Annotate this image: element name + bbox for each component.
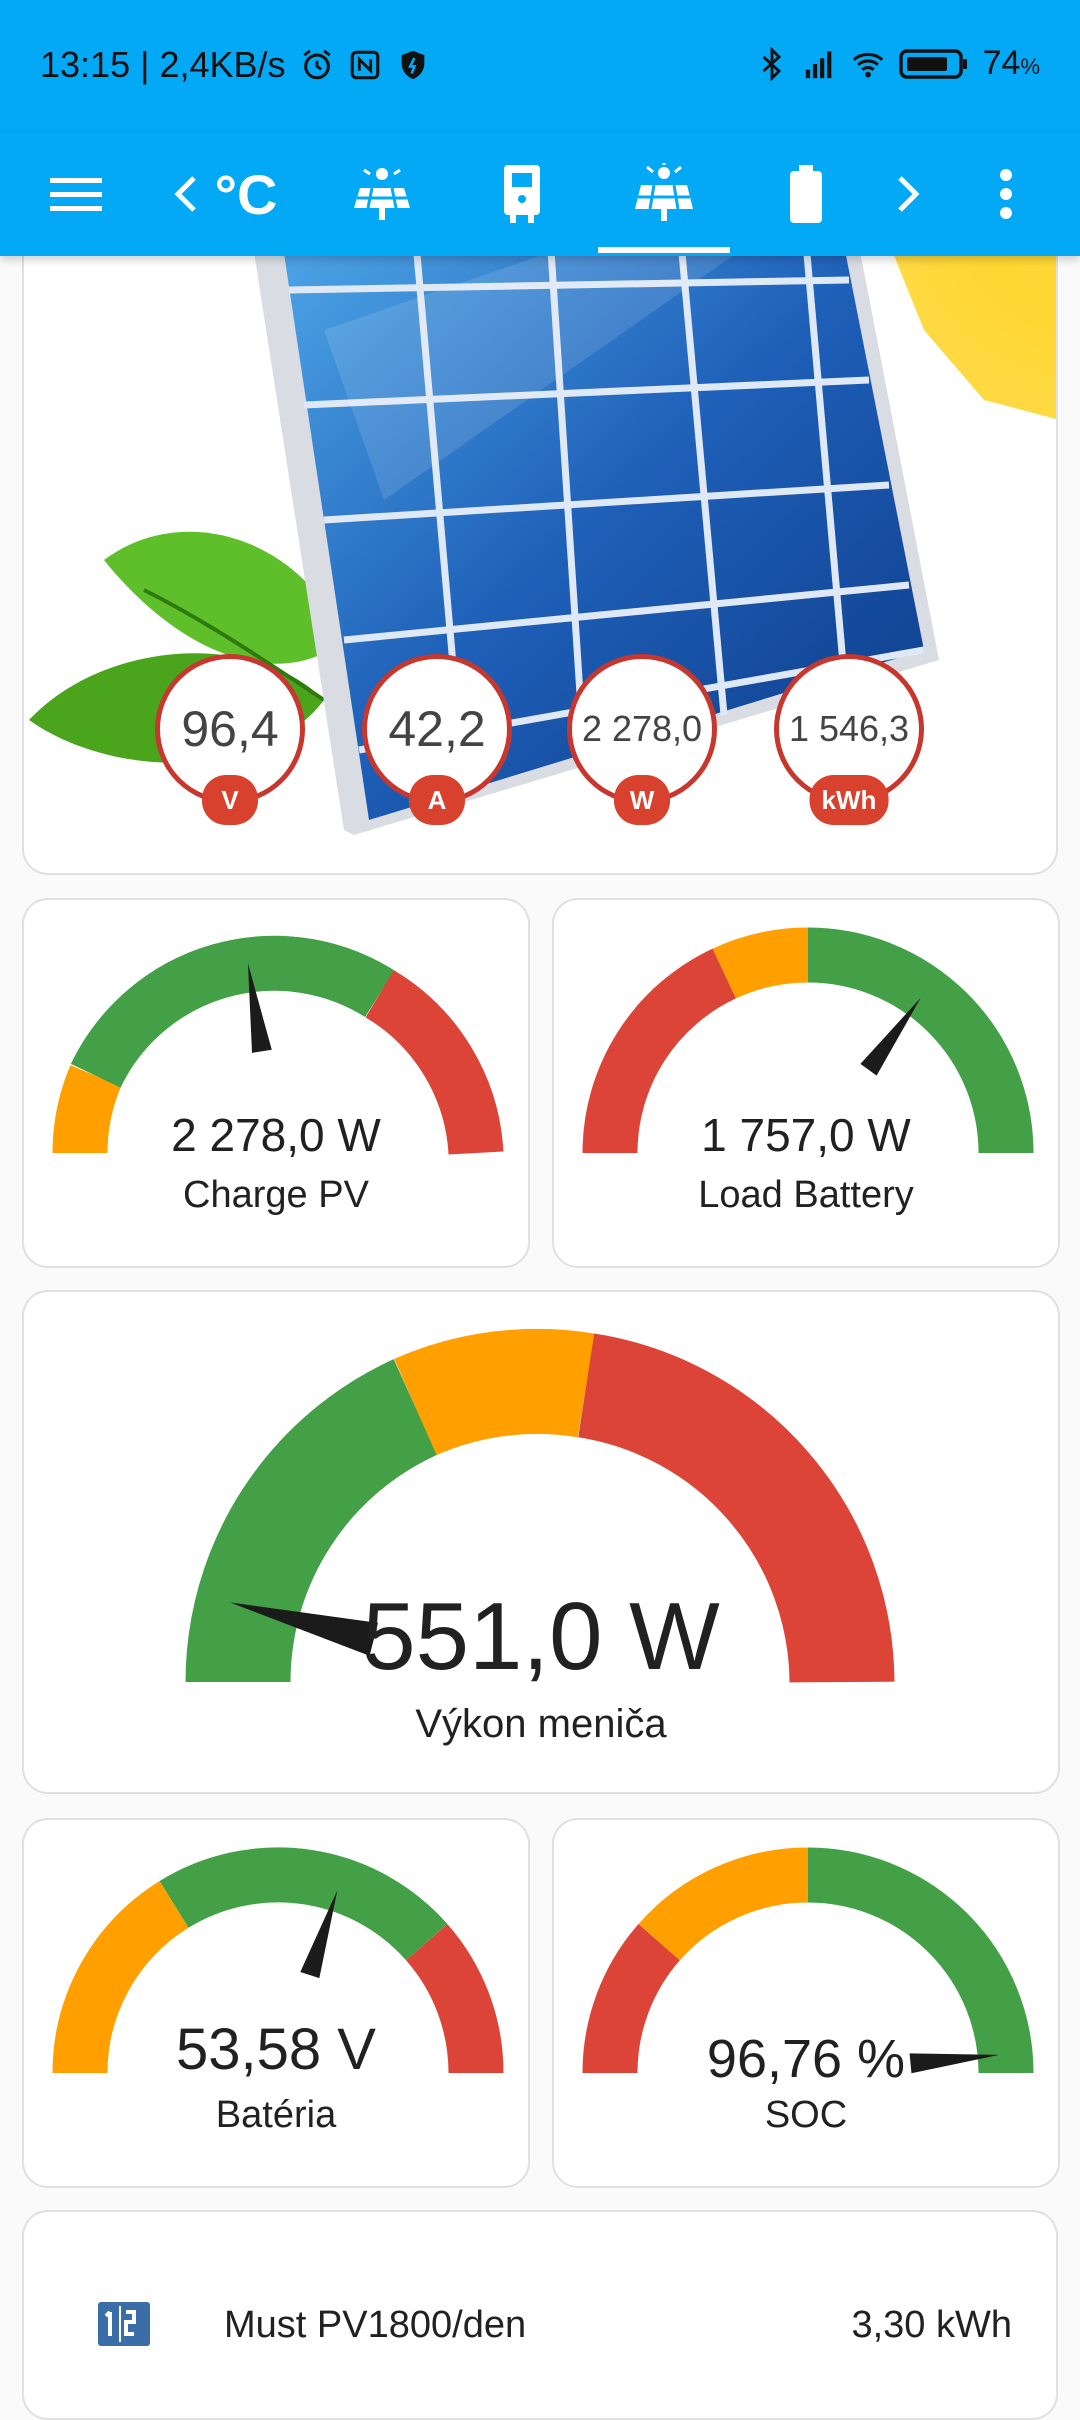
pv-energy-unit: kWh [809,775,889,825]
tab-solar-power[interactable] [632,132,696,256]
menu-icon [50,178,102,211]
signal-icon [805,50,831,78]
pv-banner-card: 96,4 V 42,2 A 2 278,0 W 1 546,3 kWh [22,220,1058,875]
tab-temperature[interactable]: °C [214,132,278,256]
energy-entity-name: Must PV1800/den [224,2304,527,2346]
load-battery-gauge [582,927,1034,1154]
charge-pv-label: Charge PV [183,1174,369,1216]
pv-power-bubble: 2 278,0 W [567,654,717,825]
battery-voltage-value: 53,58 V [176,2017,376,2082]
battery-voltage-needle [300,1890,338,1979]
bluetooth-icon [762,46,781,81]
solar-power-icon [635,163,693,221]
battery-voltage-label: Batéria [215,2094,337,2136]
chevron-left-icon [174,176,196,212]
load-battery-label: Load Battery [698,1174,914,1216]
status-right: 74% [755,44,1040,83]
tab-battery[interactable] [774,132,838,256]
soc-value: 96,76 % [706,2029,906,2089]
energy-entity-value: 3,30 kWh [851,2304,1012,2346]
soc-needle [909,2053,1000,2074]
wifi-icon [852,52,883,77]
inverter-icon [504,165,540,223]
load-battery-gauge-card[interactable]: 1 757,0 W Load Battery [552,898,1060,1268]
charge-pv-needle [247,963,272,1053]
soc-gauge-card[interactable]: 96,76 % SOC [552,1818,1060,2188]
soc-gauge [582,1847,1034,2074]
menu-button[interactable] [40,132,112,256]
more-options-button[interactable] [986,132,1026,256]
energy-entity-card[interactable]: Must PV1800/den 3,30 kWh [22,2210,1058,2420]
pv-current-bubble: 42,2 A [362,654,512,825]
more-vert-icon [1000,169,1012,219]
status-left: 13:15 | 2,4KB/s [40,44,430,86]
inverter-power-label: Výkon meniča [415,1702,667,1746]
inverter-power-gauge-card[interactable]: 551,0 W Výkon meniča [22,1290,1060,1794]
charge-pv-gauge [52,935,504,1156]
soc-label: SOC [764,2094,848,2136]
counter-icon [98,2302,150,2346]
pv-voltage-bubble: 96,4 V [155,654,305,825]
battery-voltage-gauge [52,1847,504,2074]
battery-icon [790,165,822,223]
tab-scroll-right-button[interactable] [888,132,928,256]
battery-status-icon [898,48,967,79]
charge-pv-value: 2 278,0 W [171,1109,381,1161]
pv-voltage-unit: V [202,775,258,825]
alarm-icon [302,49,331,80]
pv-energy-bubble: 1 546,3 kWh [774,654,924,825]
charge-pv-gauge-card[interactable]: 2 278,0 W Charge PV [22,898,530,1268]
shield-icon [401,50,424,80]
tab-scroll-left-button[interactable] [166,132,206,256]
load-battery-value: 1 757,0 W [701,1109,911,1161]
chevron-right-icon [898,176,920,212]
status-bar: 13:15 | 2,4KB/s 74% [0,0,1080,132]
active-tab-indicator [598,247,730,253]
inverter-power-needle [229,1602,379,1656]
tab-solar-panel[interactable] [350,132,414,256]
solar-panel-icon [354,168,410,220]
pv-current-unit: A [409,775,465,825]
app-toolbar: °C [0,132,1080,256]
battery-percent: 74% [982,44,1040,82]
inverter-power-gauge [185,1328,895,1684]
pv-power-unit: W [614,775,670,825]
temperature-celsius-icon: °C [214,162,278,226]
nfc-icon [350,50,379,80]
status-time: 13:15 | 2,4KB/s [40,44,286,85]
tab-inverter[interactable] [490,132,554,256]
battery-voltage-gauge-card[interactable]: 53,58 V Batéria [22,1818,530,2188]
inverter-power-value: 551,0 W [362,1583,720,1690]
load-battery-needle [860,997,921,1076]
